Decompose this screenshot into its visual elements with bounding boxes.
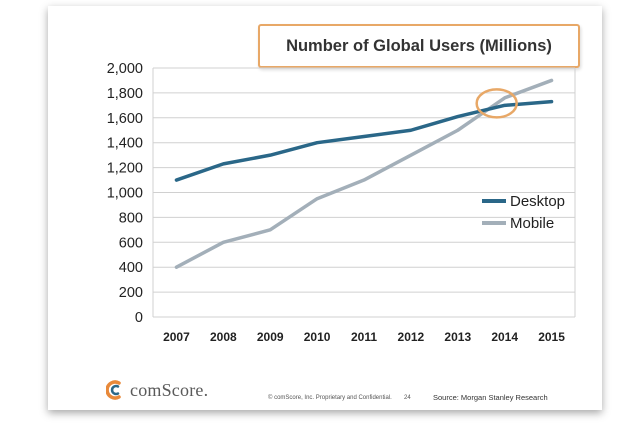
legend: Desktop Mobile (482, 193, 565, 232)
y-axis-ticks: 0 200 400 600 800 1,000 1,200 1,400 1,600 1,800 2,… (107, 61, 143, 326)
chart-title-box: Number of Global Users (Millions) (258, 24, 580, 68)
x-tick-label: 2014 (491, 330, 518, 344)
y-tick-label: 2,000 (107, 61, 143, 77)
x-tick-label: 2012 (398, 330, 425, 344)
x-tick-label: 2015 (538, 330, 565, 344)
legend-label-mobile: Mobile (510, 215, 554, 232)
x-tick-label: 2011 (351, 330, 377, 344)
grid-lines (152, 67, 576, 318)
y-tick-label: 800 (119, 210, 143, 226)
x-tick-label: 2010 (304, 330, 331, 344)
slide: Number of Global Users (Millions) 0 200 40… (48, 6, 602, 410)
highlight-group (475, 88, 518, 119)
comscore-logo: comScore. (106, 380, 208, 400)
chart-title: Number of Global Users (Millions) (286, 36, 552, 55)
x-axis-ticks: 2007 2008 2009 2010 2011 2012 2013 2014 2015 (163, 330, 565, 344)
comscore-logo-icon (106, 380, 121, 400)
y-tick-label: 1,000 (107, 186, 143, 202)
legend-label-desktop: Desktop (510, 193, 565, 210)
y-tick-label: 1,600 (107, 111, 143, 127)
footer-page-number: 24 (404, 395, 411, 401)
footer-source: Source: Morgan Stanley Research (433, 393, 548, 402)
logo-text: comScore. (130, 379, 209, 400)
x-tick-label: 2007 (163, 330, 190, 344)
highlight-ellipse (475, 88, 518, 119)
footer-copyright: © comScore, Inc. Proprietary and Confide… (268, 395, 392, 401)
series-lines (174, 78, 554, 269)
x-tick-label: 2008 (210, 330, 237, 344)
y-tick-label: 1,800 (107, 86, 143, 102)
y-tick-label: 0 (135, 310, 143, 326)
y-tick-label: 1,400 (107, 136, 143, 152)
line-chart: 0 200 400 600 800 1,000 1,200 1,400 1,600 1,800 2,… (107, 61, 576, 344)
y-tick-label: 600 (119, 235, 143, 251)
y-tick-label: 200 (119, 285, 143, 301)
y-tick-label: 1,200 (107, 161, 143, 177)
y-tick-label: 400 (119, 260, 143, 276)
series-line-desktop (174, 99, 554, 182)
x-tick-label: 2013 (444, 330, 471, 344)
x-tick-label: 2009 (257, 330, 284, 344)
